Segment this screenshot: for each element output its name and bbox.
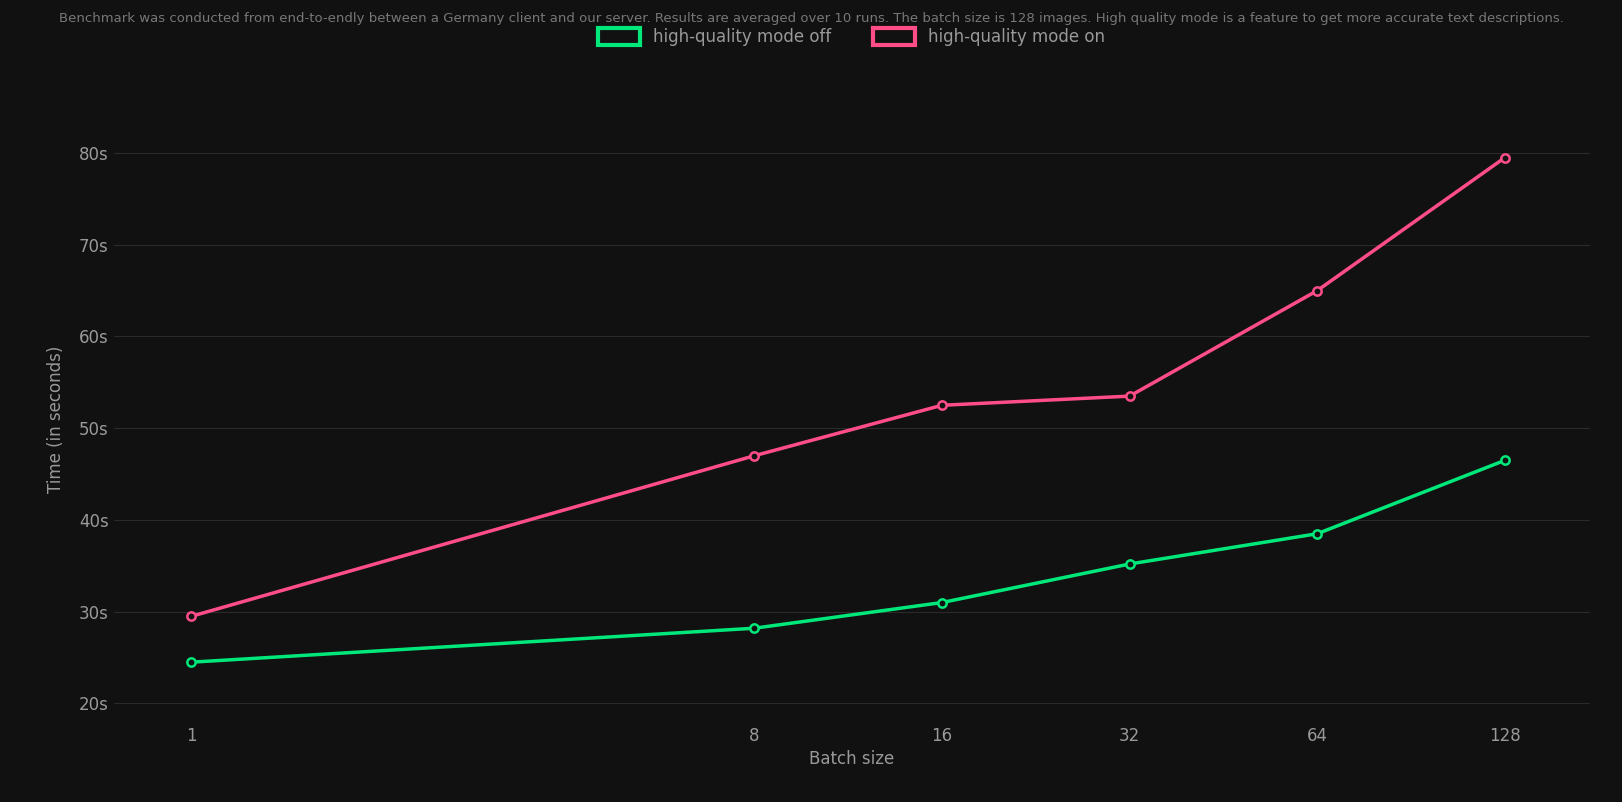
high-quality mode off — [1119, 559, 1139, 569]
Line: high-quality mode on: high-quality mode on — [187, 153, 1508, 621]
high-quality mode off — [933, 597, 952, 607]
Text: Benchmark was conducted from end-to-endly between a Germany client and our serve: Benchmark was conducted from end-to-endl… — [58, 12, 1564, 25]
high-quality mode off — [744, 623, 764, 633]
Legend: high-quality mode off, high-quality mode on: high-quality mode off, high-quality mode… — [599, 28, 1105, 46]
high-quality mode off — [1307, 529, 1327, 538]
high-quality mode on — [744, 451, 764, 460]
high-quality mode off — [182, 658, 201, 667]
X-axis label: Batch size: Batch size — [809, 750, 894, 768]
Y-axis label: Time (in seconds): Time (in seconds) — [47, 346, 65, 492]
high-quality mode on — [182, 611, 201, 621]
Line: high-quality mode off: high-quality mode off — [187, 456, 1508, 666]
high-quality mode on — [1307, 286, 1327, 295]
high-quality mode on — [1495, 152, 1515, 162]
high-quality mode off — [1495, 456, 1515, 465]
high-quality mode on — [933, 400, 952, 410]
high-quality mode on — [1119, 391, 1139, 401]
